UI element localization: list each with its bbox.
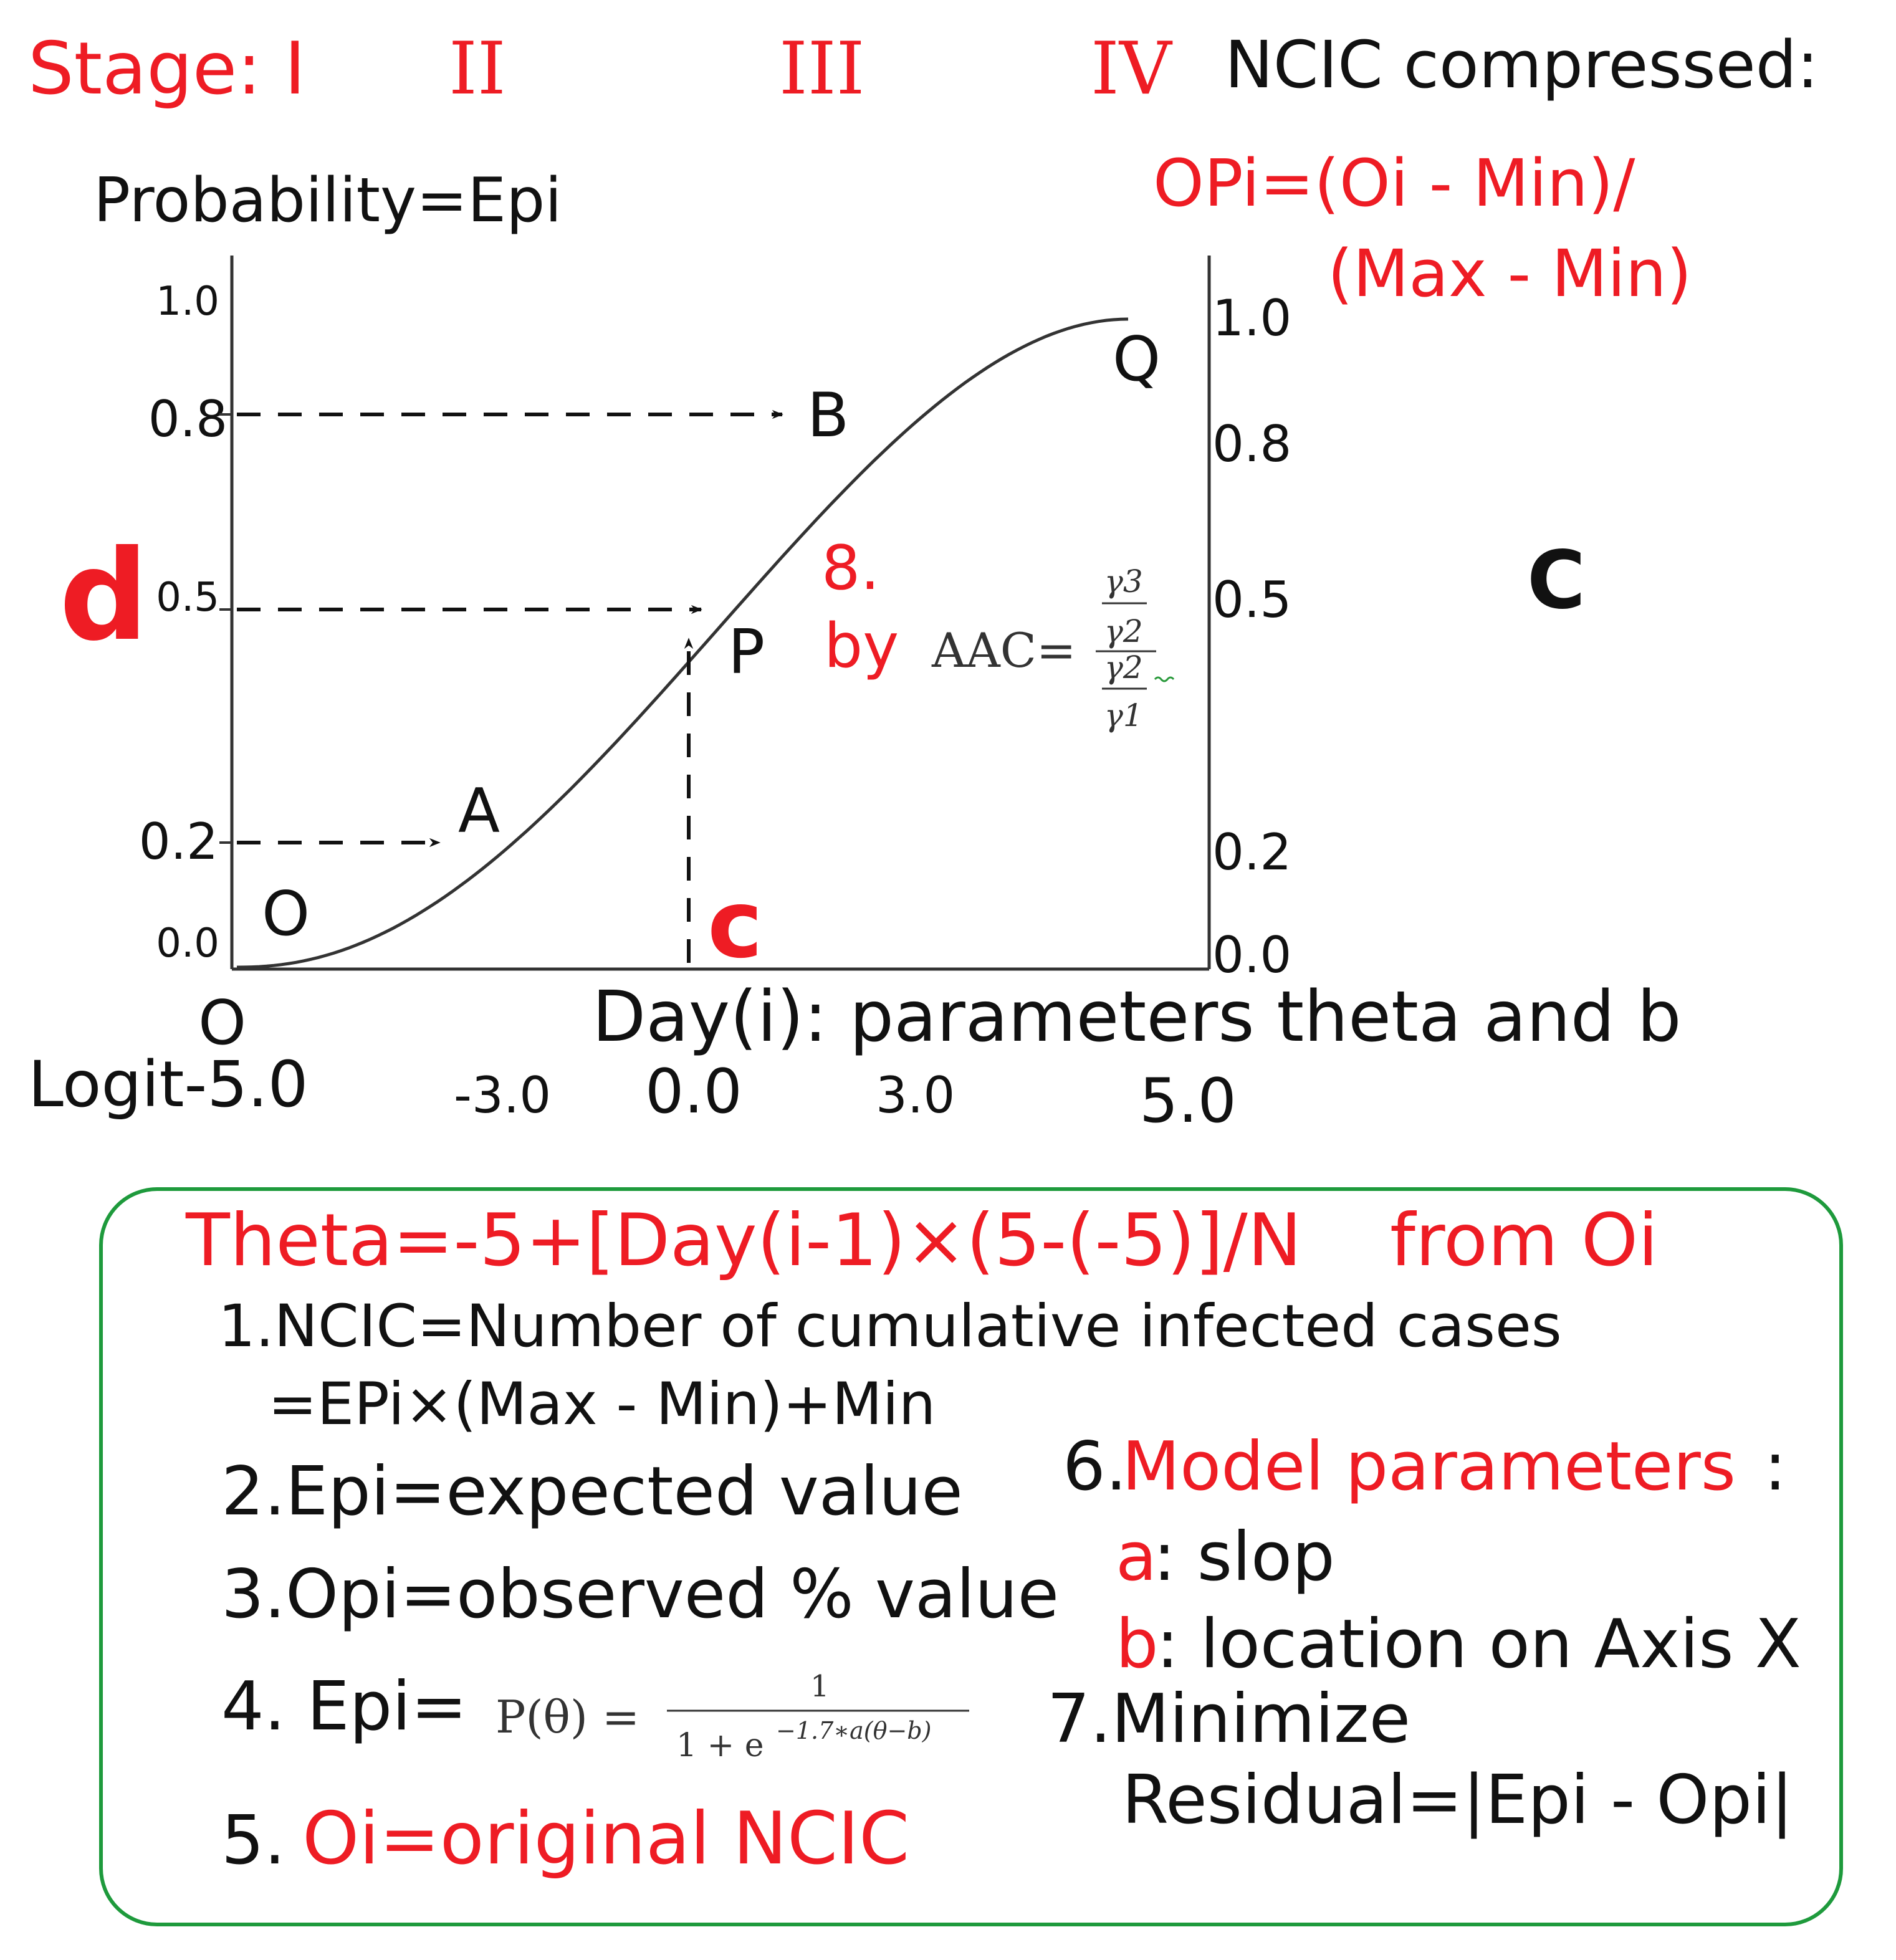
- ptheta-numerator: 1: [810, 1669, 830, 1704]
- stage-3: III: [779, 27, 864, 111]
- note-7-line1: 7.Minimize: [1047, 1680, 1410, 1758]
- y-left-0.5: 0.5: [156, 575, 219, 621]
- point-labels: O A P B Q: [262, 324, 1161, 950]
- note-6-number: 6.: [1063, 1428, 1127, 1506]
- point-q: Q: [1113, 324, 1161, 395]
- y-right-1.0: 1.0: [1212, 289, 1291, 347]
- param-b-text: : location on Axis X: [1156, 1605, 1801, 1683]
- ptheta-denominator: 1 + e: [676, 1727, 764, 1764]
- note-1-line1: 1.NCIC=Number of cumulative infected cas…: [218, 1293, 1562, 1360]
- aac-gamma2-b: γ2: [1104, 649, 1143, 686]
- theta-formula: Theta=-5+[Day(i-1)×(5-(-5)]/N: [185, 1198, 1301, 1283]
- aac-formula: AAC= γ3 γ2 γ2 γ1: [931, 563, 1175, 734]
- compress-title: NCIC compressed:: [1225, 27, 1819, 103]
- ptheta-lhs: P(θ) =: [496, 1691, 639, 1743]
- y-right-0.5: 0.5: [1212, 571, 1291, 629]
- param-a-text: : slop: [1153, 1518, 1335, 1596]
- y-axis-title: Probability=Epi: [93, 165, 562, 236]
- y-right-0.8: 0.8: [1212, 415, 1291, 473]
- ptheta-formula: P(θ) = 1 1 + e −1.7∗a(θ−b): [496, 1669, 969, 1764]
- note-8-number: 8.: [821, 533, 880, 604]
- y-left-1.0: 1.0: [156, 279, 219, 325]
- right-y-ticks: 1.0 0.8 0.5 0.2 0.0: [1212, 289, 1291, 984]
- aac-gamma1: γ1: [1104, 697, 1143, 734]
- stage-label: Stage: I: [28, 27, 305, 111]
- stage-header: Stage: I II III IV: [28, 27, 1173, 111]
- x-tick-5: 5.0: [1139, 1066, 1237, 1137]
- note-4: 4. Epi=: [221, 1668, 467, 1746]
- y-left-0.2: 0.2: [139, 813, 218, 871]
- label-d: d: [59, 523, 148, 669]
- x-tick-logit-5: Logit-5.0: [28, 1048, 309, 1122]
- stage-2: II: [449, 27, 506, 111]
- aac-lhs: AAC=: [931, 623, 1076, 678]
- notes-left: 1.NCIC=Number of cumulative infected cas…: [218, 1293, 1562, 1880]
- aac-gamma3: γ3: [1104, 563, 1143, 600]
- param-a-key: a: [1116, 1518, 1157, 1596]
- note-5-number: 5.: [221, 1802, 285, 1880]
- x-tick-3: 3.0: [876, 1066, 955, 1124]
- y-left-0.8: 0.8: [148, 390, 227, 448]
- note-7-line2: Residual=|Epi - Opi|: [1122, 1761, 1793, 1839]
- y-right-0.0: 0.0: [1212, 926, 1291, 984]
- note-6-title: Model parameters: [1122, 1428, 1736, 1506]
- note-5-text: Oi=original NCIC: [302, 1797, 909, 1881]
- aac-gamma2-a: γ2: [1104, 613, 1143, 649]
- note-6-colon: :: [1764, 1428, 1786, 1506]
- note-2: 2.Epi=expected value: [221, 1453, 963, 1531]
- param-b-key: b: [1116, 1605, 1159, 1683]
- point-b: B: [807, 380, 849, 451]
- x-tick-0: 0.0: [645, 1056, 742, 1127]
- x-origin-label: O: [198, 988, 246, 1059]
- label-c-small: c: [707, 871, 763, 979]
- compress-formula-line2: (Max - Min): [1328, 236, 1692, 312]
- stage-4: IV: [1091, 27, 1173, 111]
- point-a: A: [458, 776, 500, 847]
- label-c-large: C: [1527, 534, 1586, 627]
- y-left-0.0: 0.0: [156, 920, 219, 967]
- x-tick-neg3: -3.0: [454, 1066, 551, 1124]
- ptheta-exponent: −1.7∗a(θ−b): [776, 1717, 931, 1744]
- note-1-line2: =EPi×(Max - Min)+Min: [268, 1370, 936, 1438]
- point-p: P: [728, 617, 765, 688]
- logistic-curve: [236, 317, 1129, 969]
- note-8-by: by: [824, 611, 899, 682]
- x-ticks: Logit-5.0 -3.0 0.0 3.0 5.0: [28, 1048, 1237, 1137]
- left-y-ticks: 1.0 0.8 0.5 0.2 0.0: [139, 279, 227, 967]
- y-right-0.2: 0.2: [1212, 823, 1291, 881]
- note-3: 3.Opi=observed % value: [221, 1556, 1059, 1633]
- aac-squiggle: [1154, 676, 1175, 682]
- theta-from: from Oi: [1390, 1198, 1658, 1283]
- x-axis-title: Day(i): parameters theta and b: [592, 977, 1682, 1058]
- point-o: O: [262, 879, 310, 950]
- notes-box: [99, 1187, 1843, 1926]
- compress-formula-line1: OPi=(Oi - Min)/: [1153, 145, 1635, 221]
